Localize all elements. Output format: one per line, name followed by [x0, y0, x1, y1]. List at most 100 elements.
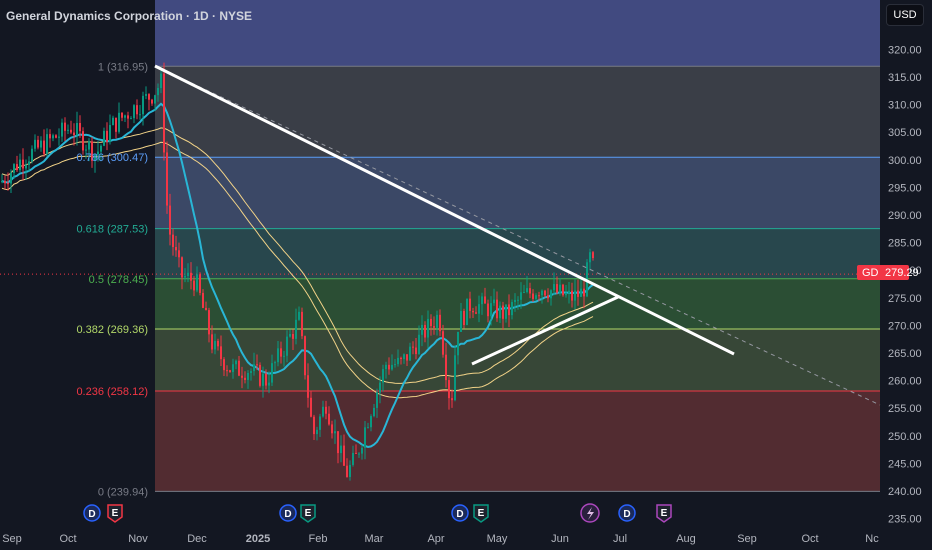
candle-body — [466, 298, 468, 326]
candle-body — [133, 105, 135, 119]
candle-body — [214, 340, 216, 350]
candle-body — [397, 357, 399, 365]
candle-body — [427, 318, 429, 338]
x-tick-label: 2025 — [246, 533, 270, 545]
candle-body — [13, 164, 15, 173]
x-tick-label: Sep — [737, 533, 757, 545]
earnings-marker[interactable] — [300, 504, 316, 523]
candle-body — [88, 141, 90, 150]
fib-label: 0.786 (300.47) — [76, 152, 148, 164]
candle-body — [229, 370, 231, 373]
candle-body — [124, 115, 126, 118]
candle-body — [169, 205, 171, 235]
candle-body — [235, 360, 237, 365]
candle-body — [181, 257, 183, 278]
candle-body — [394, 364, 396, 366]
candle-body — [16, 164, 18, 171]
dividend-marker[interactable] — [83, 504, 101, 522]
price-axis[interactable]: 235.00 240.00 245.00 250.00 255.00 260.00 265.… — [888, 44, 922, 525]
y-tick-label: 275.00 — [888, 293, 922, 305]
chart-title: General Dynamics Corporation · 1D · NYSE — [6, 9, 253, 23]
earnings-marker[interactable] — [107, 504, 123, 523]
earnings-marker[interactable] — [473, 504, 489, 523]
candle-body — [490, 303, 492, 317]
earnings-marker-label: E — [661, 508, 668, 519]
earnings-marker[interactable] — [656, 504, 672, 523]
candle-body — [436, 314, 438, 328]
candle-body — [367, 427, 369, 429]
x-tick-label: Oct — [59, 533, 76, 545]
currency-button[interactable]: USD — [886, 4, 924, 26]
candle-body — [364, 427, 366, 448]
fib-labels: 1 (316.95) 0.786 (300.47) 0.618 (287.53) 0.… — [76, 61, 148, 498]
candle-body — [118, 112, 120, 132]
candle-body — [421, 324, 423, 335]
candle-body — [148, 94, 150, 100]
candle-body — [430, 318, 432, 327]
y-tick-label: 240.00 — [888, 486, 922, 498]
y-tick-label: 235.00 — [888, 514, 922, 526]
candle-body — [238, 360, 240, 376]
candle-body — [535, 295, 537, 299]
ascending-trendline[interactable] — [471, 295, 619, 366]
candle-body — [295, 319, 297, 339]
candle-body — [115, 117, 117, 132]
candle-body — [193, 280, 195, 291]
x-tick-label: Feb — [309, 533, 328, 545]
candle-body — [7, 183, 9, 185]
x-tick-label: Nov — [128, 533, 148, 545]
candle-body — [370, 416, 372, 428]
candle-body — [325, 406, 327, 414]
candle-body — [301, 311, 303, 337]
candle-body — [1, 181, 3, 183]
candle-body — [184, 275, 186, 278]
dividend-marker[interactable] — [618, 504, 636, 522]
dividend-marker-label: D — [456, 509, 463, 520]
candle-body — [55, 135, 57, 138]
candle-body — [241, 375, 243, 378]
candle-body — [175, 247, 177, 251]
y-tick-label: 310.00 — [888, 100, 922, 112]
candle-body — [271, 363, 273, 383]
candle-body — [547, 295, 549, 299]
candle-body — [352, 452, 354, 465]
candle-body — [532, 293, 534, 299]
candle-body — [37, 139, 39, 148]
candle-body — [211, 334, 213, 350]
fib-band-top — [155, 0, 880, 67]
candle-body — [583, 288, 585, 297]
descending-trendline[interactable] — [154, 64, 735, 356]
fib-band — [155, 66, 880, 158]
trendline-extension[interactable] — [154, 65, 881, 406]
candle-body — [205, 307, 207, 311]
dividend-marker[interactable] — [279, 504, 297, 522]
candle-body — [67, 129, 69, 131]
candle-body — [226, 370, 228, 372]
time-axis[interactable]: Sep Oct Nov Dec 2025 Feb Mar Apr May Jun Jul Aug Sep… — [2, 533, 879, 545]
candle-body — [316, 429, 318, 435]
candle-body — [103, 130, 105, 146]
candle-body — [505, 304, 507, 319]
x-tick-label: Jul — [613, 533, 627, 545]
candle-body — [10, 172, 12, 184]
candle-body — [277, 348, 279, 363]
candle-body — [589, 252, 591, 263]
fib-bands — [0, 0, 880, 492]
candle-body — [217, 340, 219, 347]
candle-body — [412, 346, 414, 348]
trendlines[interactable] — [154, 64, 881, 406]
fib-band — [155, 328, 880, 391]
candle-body — [565, 292, 567, 296]
candle-body — [91, 141, 93, 161]
candle-body — [418, 334, 420, 355]
candle-body — [292, 334, 294, 339]
fib-label: 0.236 (258.12) — [76, 386, 148, 398]
dividend-marker[interactable] — [451, 504, 469, 522]
candle-body — [172, 234, 174, 248]
candle-body — [112, 117, 114, 126]
dividend-marker-label: D — [88, 509, 95, 520]
y-tick-label: 295.00 — [888, 182, 922, 194]
candle-body — [157, 88, 159, 96]
